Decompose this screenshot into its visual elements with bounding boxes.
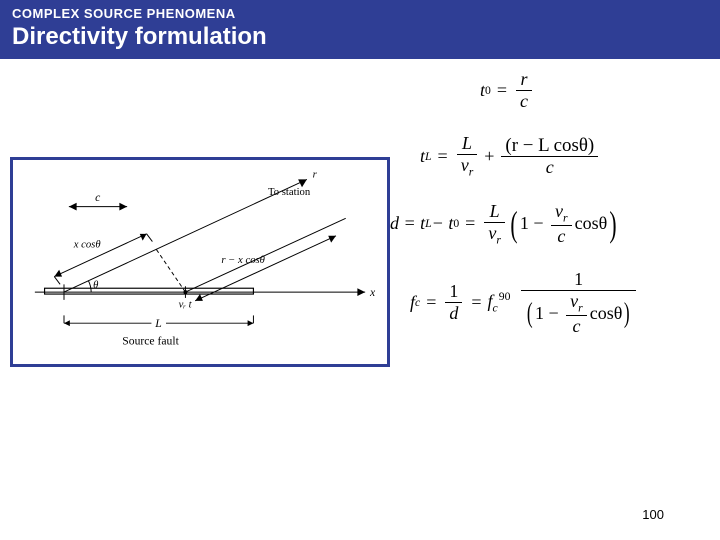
eq-t0-sub: 0 [485, 84, 491, 97]
eq-d-mid: − t [432, 213, 454, 234]
diagram-c-label: c [95, 191, 101, 204]
eq-tL-den2: c [542, 157, 558, 178]
diagram-L-label: L [154, 317, 161, 330]
equation-fc: fc = 1 d = fc90 1 ( 1 − vr [410, 269, 710, 336]
eq-fc-subc: c [415, 296, 420, 309]
eq-tL-frac1: L vr [457, 133, 478, 179]
eq-fc-frac1: 1 d [445, 281, 462, 323]
diagram-source-fault-label: Source fault [122, 335, 179, 348]
eq-equals: = [497, 80, 507, 101]
page-number: 100 [642, 507, 664, 522]
header-title: Directivity formulation [12, 23, 708, 51]
lparen-icon: ( [527, 306, 533, 320]
eq-d-innerfrac: vr c [551, 201, 572, 247]
eq-tL-sub: L [425, 150, 432, 163]
eq-d-inner-v: v [555, 201, 563, 221]
eq-fc-sup90: 90 [499, 290, 511, 303]
equation-tL: tL = L vr + (r − L cosθ) c [420, 133, 710, 179]
eq-d-num1: L [486, 201, 504, 222]
eq-t0-den: c [516, 91, 532, 112]
eq-d-inner-r: r [563, 212, 568, 225]
eq-fc-num1: 1 [445, 281, 462, 302]
eq-fc-den1: d [445, 303, 462, 324]
eq-d-paren: 1 − vr c cosθ [520, 201, 607, 247]
diagram-to-station-label: To station [268, 186, 311, 198]
eq-fc-num2: 1 [570, 269, 587, 290]
eq-tL-frac2: (r − L cosθ) c [501, 135, 598, 178]
slide-header: COMPLEX SOURCE PHENOMENA Directivity for… [0, 0, 720, 59]
diagram-svg: x vᵣ t L Source fault To station r [13, 160, 387, 364]
eq-d-den1-r: r [496, 233, 501, 246]
eq-tL-den1-r: r [469, 166, 474, 179]
lparen-icon: ( [510, 215, 517, 233]
eq-tL-den1-v: v [461, 155, 469, 175]
eq-fc-90: fc90 [488, 290, 511, 315]
diagram-rminusxcos-label: r − x cosθ [221, 254, 265, 266]
eq-plus: + [484, 146, 494, 167]
eq-d-tail: cosθ [575, 213, 608, 234]
rparen-icon: ) [610, 215, 617, 233]
eq-equals: = [471, 292, 481, 313]
eq-t0-num: r [517, 69, 532, 90]
eq-tL-num1: L [458, 133, 476, 154]
equation-t0: t0 = r c [480, 69, 710, 111]
diagram-xcos-label: x cosθ [73, 238, 101, 250]
diagram-r-label: r [313, 168, 318, 180]
eq-d-lhs: d = t [390, 213, 425, 234]
slide-content: x vᵣ t L Source fault To station r [0, 59, 720, 499]
diagram-vrt-label: vᵣ t [179, 299, 193, 311]
diagram-theta-label: θ [93, 279, 98, 291]
eq-tL-num2: (r − L cosθ) [501, 135, 598, 157]
eq-d-frac1: L vr [484, 201, 505, 247]
eq-equals: = [438, 146, 448, 167]
eq-equals: = [465, 213, 475, 234]
eq-equals: = [426, 292, 436, 313]
eq-t0-frac: r c [516, 69, 532, 111]
eq-d-inner-den: c [553, 226, 569, 247]
rparen-icon: ) [624, 306, 630, 320]
diagram-x-axis-label: x [369, 286, 376, 299]
eq-fc-innerfrac: vr c [566, 291, 587, 337]
eq-fc-frac2: 1 ( 1 − vr c cosθ ) [521, 269, 636, 336]
directivity-diagram: x vᵣ t L Source fault To station r [10, 157, 390, 367]
header-topic: COMPLEX SOURCE PHENOMENA [12, 6, 708, 21]
equations-block: t0 = r c tL = L vr + (r − L cosθ) c [420, 69, 710, 358]
eq-d-sub0: 0 [453, 217, 459, 230]
equation-d: d = t L − t0 = L vr ( 1 − vr c cosθ ) [390, 201, 710, 247]
